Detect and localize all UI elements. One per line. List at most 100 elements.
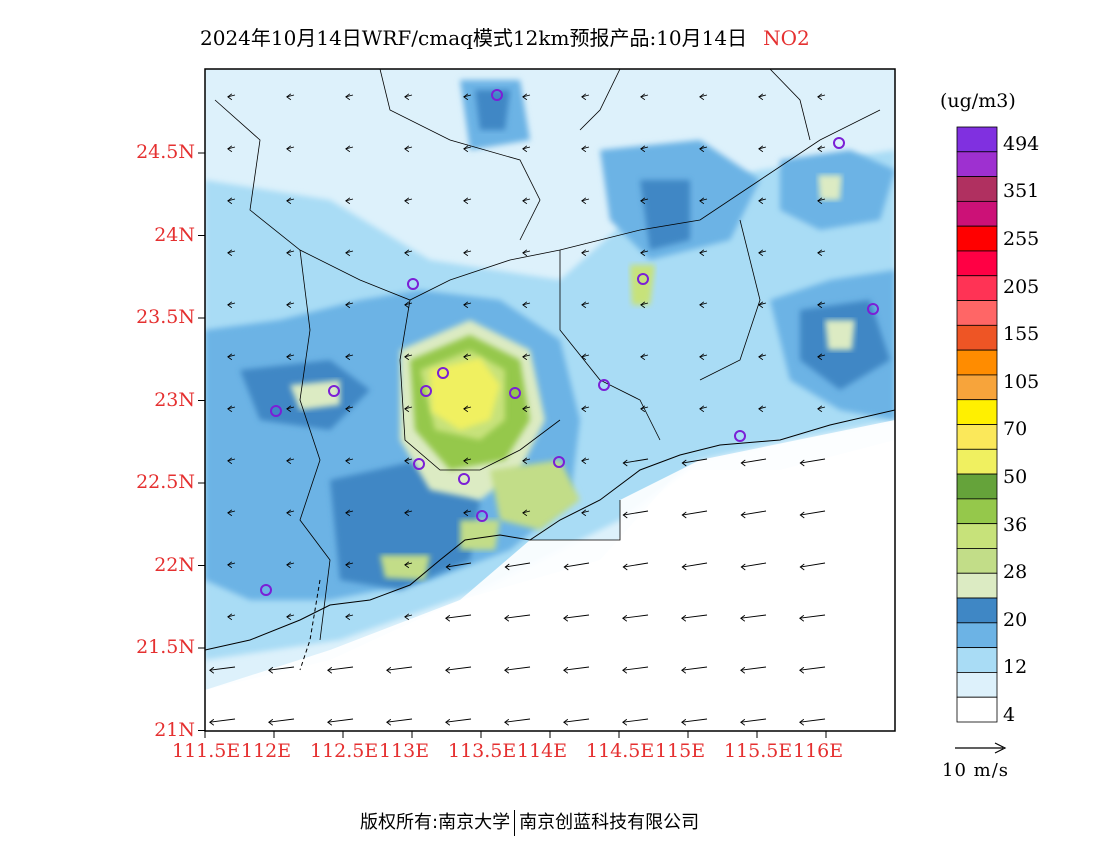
wind-arrow-head <box>345 509 351 517</box>
wind-arrow <box>227 198 236 202</box>
wind-arrow <box>463 198 472 202</box>
colorbar-swatch <box>956 696 998 723</box>
wind-arrow-head <box>640 353 646 361</box>
wind-arrow-head <box>404 301 410 309</box>
wind-arrow <box>209 718 236 723</box>
wind-arrow <box>404 198 413 202</box>
wind-arrow <box>504 666 531 671</box>
colorbar-swatch <box>956 498 998 525</box>
wind-arrow <box>640 250 649 254</box>
colorbar-label: 494 <box>1003 132 1040 155</box>
wind-arrow <box>740 718 767 723</box>
wind-arrow-head <box>522 93 528 101</box>
wind-arrow <box>817 198 826 202</box>
wind-arrow <box>681 614 708 619</box>
colorbar-swatch <box>956 473 998 500</box>
wind-arrow <box>522 250 531 254</box>
wind-arrow-head <box>622 459 628 467</box>
wind-arrow-head <box>640 301 646 309</box>
wind-arrow-head <box>345 561 351 569</box>
wind-arrow-head <box>463 457 469 465</box>
longitude-label: 114.5E <box>586 740 655 762</box>
wind-arrow-head <box>463 353 469 361</box>
wind-arrow <box>345 510 354 514</box>
colorbar-label: 36 <box>1003 513 1028 536</box>
wind-arrow-head <box>799 459 805 467</box>
wind-arrow-head <box>581 353 587 361</box>
station-marker <box>328 385 340 397</box>
wind-arrow <box>817 302 826 306</box>
wind-arrow <box>345 614 354 618</box>
wind-arrow <box>640 94 649 98</box>
wind-arrow <box>817 146 826 150</box>
station-marker <box>553 456 565 468</box>
wind-arrow-head <box>286 301 292 309</box>
wind-arrow-head <box>640 93 646 101</box>
wind-arrow <box>522 510 531 514</box>
wind-arrow <box>286 510 295 514</box>
longitude-label: 116E <box>793 740 844 762</box>
wind-arrow <box>740 666 767 671</box>
wind-arrow <box>463 510 472 514</box>
wind-arrow-head <box>327 718 333 726</box>
wind-arrow-head <box>445 718 451 726</box>
wind-arrow <box>681 718 708 723</box>
wind-arrow <box>563 666 590 671</box>
station-markers <box>260 89 879 596</box>
wind-arrow-head <box>817 301 823 309</box>
wind-arrow-head <box>522 509 528 517</box>
wind-arrow-head <box>268 666 274 674</box>
wind-arrow-head <box>345 613 351 621</box>
wind-arrow <box>758 94 767 98</box>
wind-arrow <box>505 562 531 568</box>
wind-arrow <box>699 250 708 254</box>
wind-arrow-head <box>681 614 687 622</box>
colorbar-swatch <box>956 672 998 698</box>
longitude-label: 113E <box>379 740 430 762</box>
wind-arrow-head <box>758 145 764 153</box>
station-marker <box>420 385 432 397</box>
wind-arrow <box>682 562 708 568</box>
wind-arrow-head <box>404 613 410 621</box>
wind-arrow-head <box>227 613 233 621</box>
wind-arrow <box>640 302 649 306</box>
wind-arrow-head <box>268 718 274 726</box>
wind-arrow-head <box>581 301 587 309</box>
wind-arrow <box>463 406 472 410</box>
wind-arrow <box>758 406 767 410</box>
wind-arrow <box>799 718 826 723</box>
wind-arrow <box>227 302 236 306</box>
wind-arrow <box>622 718 649 723</box>
wind-arrow <box>504 718 531 723</box>
wind-arrow <box>227 250 236 254</box>
wind-arrow-head <box>286 353 292 361</box>
wind-arrow <box>581 146 590 150</box>
wind-arrow <box>741 562 767 568</box>
wind-arrow <box>699 354 708 358</box>
wind-arrow <box>522 94 531 98</box>
wind-arrow-head <box>699 301 705 309</box>
station-marker <box>270 405 282 417</box>
wind-arrow <box>327 666 354 671</box>
wind-arrow <box>404 406 413 410</box>
wind-arrow-head <box>740 511 746 519</box>
wind-arrow-head <box>404 249 410 257</box>
station-marker <box>867 303 879 315</box>
wind-arrow <box>699 198 708 202</box>
wind-arrow <box>345 94 354 98</box>
colorbar-label: 155 <box>1003 323 1040 346</box>
wind-arrow <box>227 94 236 98</box>
station-marker <box>407 278 419 290</box>
wind-arrow-head <box>286 197 292 205</box>
axis-ticks <box>198 152 827 738</box>
wind-arrow <box>286 94 295 98</box>
wind-arrow <box>699 146 708 150</box>
wind-arrow <box>227 458 236 462</box>
wind-arrow <box>404 302 413 306</box>
wind-arrow-head <box>758 249 764 257</box>
wind-arrow-head <box>404 561 410 569</box>
wind-arrow <box>445 718 472 723</box>
wind-arrow-head <box>404 197 410 205</box>
colorbar-label: 205 <box>1003 275 1040 298</box>
colorbar-swatch <box>956 324 998 351</box>
